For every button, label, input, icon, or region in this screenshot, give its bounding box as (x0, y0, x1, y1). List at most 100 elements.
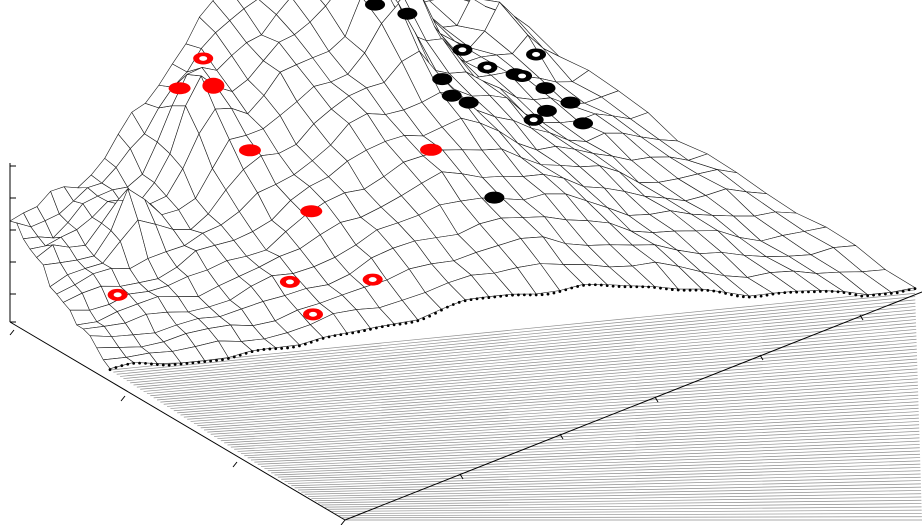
floor-line (113, 292, 916, 373)
black-filled-marker (441, 89, 462, 102)
ridge-dot (505, 294, 508, 298)
ridge-dot (664, 287, 668, 291)
ridge-dot (801, 290, 804, 294)
floor-line (220, 398, 919, 442)
ridge-dot (126, 362, 130, 366)
ridge-dot (706, 288, 710, 292)
floor-line (153, 332, 917, 399)
black-filled-marker (458, 96, 479, 109)
ridge-dot (416, 319, 420, 323)
floor-line (170, 348, 917, 409)
ridge-dot (546, 292, 550, 296)
ridge-dot (795, 290, 799, 294)
floor-line (324, 499, 922, 508)
mesh-cell (237, 0, 258, 10)
ridge-dot (457, 300, 461, 304)
ridge-dot (357, 330, 361, 334)
floor-line (301, 476, 921, 493)
ridge-dot (777, 291, 781, 295)
ridge-dot (392, 323, 396, 327)
ridge-dot (108, 368, 112, 372)
ridge-dot (517, 293, 520, 297)
y-axis-tick (559, 433, 564, 440)
ridge-dot (345, 332, 349, 336)
ridge-dot (487, 296, 491, 299)
floor-line (250, 427, 920, 461)
ridge-dot (333, 334, 337, 338)
ridge-dot (534, 293, 538, 297)
ridge-dot (232, 355, 236, 359)
ridge-dot (789, 290, 793, 294)
black-filled-marker (560, 96, 581, 109)
y-axis-tick (654, 396, 659, 403)
ridge-dot (179, 362, 183, 366)
ridge-dot (741, 295, 745, 299)
floor-line (311, 486, 922, 499)
floor-line (116, 296, 916, 375)
ridge-dot (298, 344, 301, 348)
ridge-dot (907, 288, 911, 292)
ridge-dot (588, 283, 591, 287)
ridge-dot (167, 363, 171, 367)
y-axis (344, 291, 922, 521)
floor-line (341, 516, 922, 519)
ridge-dot (268, 347, 272, 351)
black-ring-hole (518, 73, 527, 79)
ridge-dot (469, 298, 473, 301)
ridge-dot (339, 333, 343, 337)
ridge-dot (445, 305, 449, 309)
black-filled-marker (484, 191, 505, 204)
ridge-dot (221, 358, 224, 362)
ridge-dot (688, 288, 692, 292)
black-filled-marker (535, 82, 556, 95)
ridge-dot (386, 324, 390, 328)
floor-line (143, 322, 917, 392)
ridge-dot (404, 321, 408, 325)
mesh-cell (429, 0, 471, 26)
floor-line (136, 315, 916, 388)
floor-line (244, 421, 920, 457)
ridge-dot (363, 329, 366, 333)
floor-line (234, 411, 919, 450)
floor-line (183, 361, 918, 418)
floor-line (173, 352, 917, 412)
ridge-dot (351, 331, 355, 335)
ridge-dot (144, 362, 147, 365)
y-axis-tick (759, 354, 764, 361)
ridge-dot (327, 335, 331, 339)
ridge-dot (901, 289, 905, 293)
floor-line (123, 302, 916, 379)
red-ring-hole (113, 292, 122, 298)
ridge-dot (369, 327, 372, 331)
ridge-dot (540, 293, 544, 297)
ridge-dot (451, 303, 455, 306)
black-ring-hole (483, 64, 492, 70)
ridge-dot (309, 340, 313, 344)
ridge-dot (428, 314, 432, 318)
floor-line (207, 384, 918, 433)
terrain-mesh (9, 0, 916, 369)
ridge-dot (138, 361, 141, 365)
ridge-dot (380, 325, 384, 329)
x-axis-tick (232, 461, 238, 468)
floor-fill (110, 290, 922, 520)
floor-line (140, 319, 916, 390)
floor-line (257, 434, 920, 465)
black-ring-hole (532, 52, 541, 57)
floor-line (318, 493, 922, 504)
ridge-dot (771, 292, 775, 296)
axes (9, 163, 922, 525)
ridge-dot (747, 295, 751, 299)
floor-line (297, 473, 921, 491)
ridge-dot (463, 299, 467, 303)
ridge-dot (303, 342, 307, 346)
ridge-dot (635, 285, 639, 289)
ridge-dot (913, 287, 917, 291)
ridge-dot (570, 286, 574, 290)
ridge-dot (617, 285, 621, 288)
floor-line (146, 325, 917, 394)
floor-line (163, 342, 917, 405)
ridge-dot (315, 338, 319, 342)
ridge-dot (641, 285, 645, 289)
